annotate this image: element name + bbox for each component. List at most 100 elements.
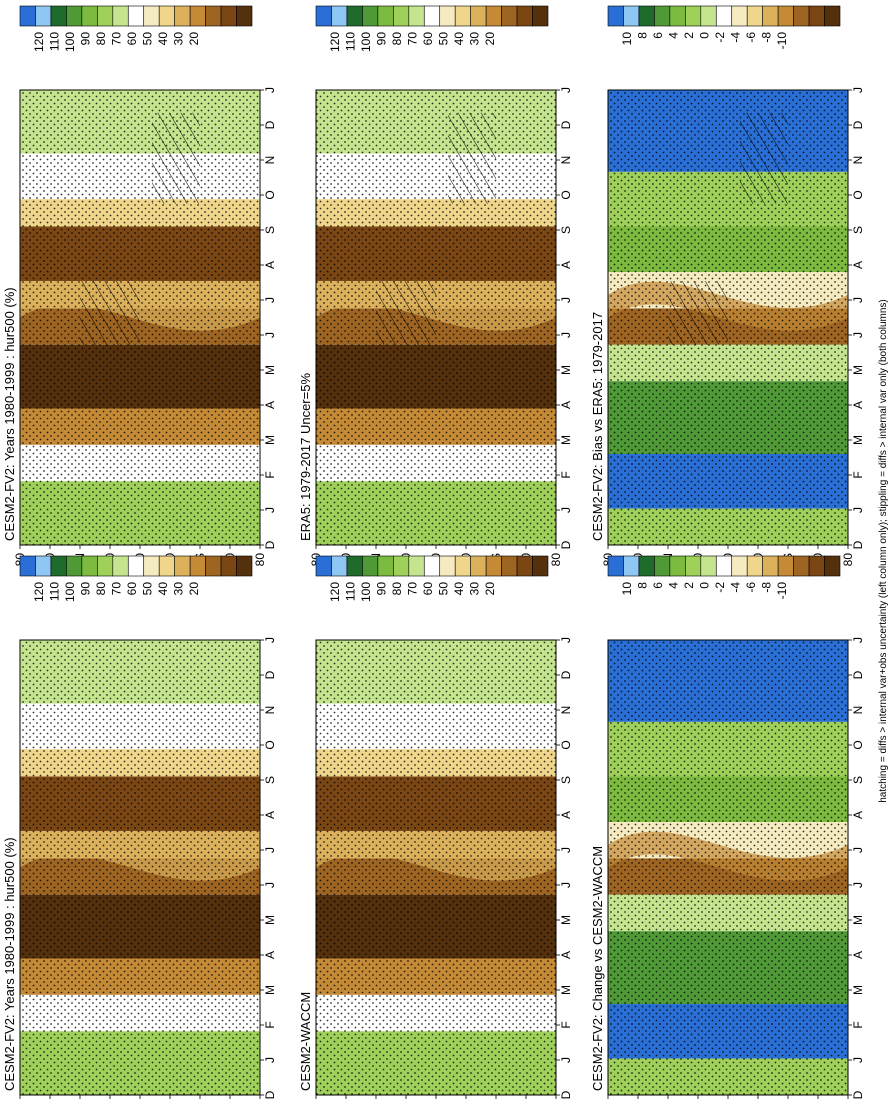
month-tick-label: F — [851, 471, 865, 478]
colorbar-tick-label: 70 — [110, 32, 124, 46]
colorbar-swatch — [35, 555, 52, 577]
colorbar-swatch — [808, 555, 825, 577]
colorbar-swatch — [623, 5, 640, 27]
month-tick-label: J — [559, 332, 573, 338]
colorbar-swatch — [501, 5, 518, 27]
month-tick-label: J — [559, 847, 573, 853]
colorbar-tick-label: -8 — [759, 32, 773, 43]
colorbar-tick-label: -8 — [759, 582, 773, 593]
colorbar-tick-label: 80 — [94, 32, 108, 46]
colorbar-swatch — [762, 555, 779, 577]
month-tick-label: N — [263, 156, 277, 165]
colorbar-swatch — [654, 5, 671, 27]
colorbar-swatch — [731, 5, 748, 27]
colorbar-swatch — [112, 5, 129, 27]
colorbar-swatch — [485, 5, 502, 27]
month-tick-label: A — [851, 811, 865, 819]
colorbar-swatch — [66, 555, 83, 577]
colorbar-swatch — [485, 555, 502, 577]
colorbar-tick-label: 6 — [651, 582, 665, 589]
month-tick-label: M — [559, 915, 573, 925]
colorbar-tick-label: 4 — [667, 582, 681, 589]
colorbar-tick-label: 30 — [467, 32, 481, 46]
colorbar-swatch — [824, 555, 841, 577]
colorbar-tick-label: -2 — [713, 582, 727, 593]
colorbar-swatch — [746, 555, 763, 577]
colorbar-swatch — [377, 5, 394, 27]
month-tick-label: J — [263, 297, 277, 303]
colorbar-swatch — [66, 5, 83, 27]
month-tick-label: J — [263, 882, 277, 888]
colorbar-swatch — [393, 5, 410, 27]
colorbar-tick-label: 90 — [375, 32, 389, 46]
colorbar-tick-label: 120 — [328, 32, 342, 52]
month-tick-label: S — [263, 776, 277, 784]
colorbar-swatch — [220, 555, 237, 577]
heatmap-field — [20, 640, 260, 1095]
colorbar-tick-label: 30 — [171, 32, 185, 46]
month-tick-label: M — [263, 435, 277, 445]
colorbar-tick-label: 40 — [452, 582, 466, 596]
colorbar-swatch — [362, 5, 379, 27]
colorbar-tick-label: 120 — [32, 32, 46, 52]
month-tick-label: M — [263, 985, 277, 995]
month-tick-label: J — [263, 1057, 277, 1063]
month-tick-label: M — [851, 985, 865, 995]
colorbar-swatch — [19, 5, 36, 27]
month-tick-label: D — [851, 1090, 865, 1099]
colorbar-tick-label: 2 — [682, 582, 696, 589]
colorbar-tick-label: 50 — [436, 582, 450, 596]
colorbar-swatch — [112, 555, 129, 577]
month-tick-label: N — [851, 706, 865, 715]
colorbar-swatch — [793, 555, 810, 577]
colorbar-swatch — [700, 555, 717, 577]
colorbar-swatch — [607, 555, 624, 577]
colorbar-tick-label: 70 — [406, 32, 420, 46]
heatmap-field — [608, 90, 848, 545]
hatching-overlay — [740, 112, 788, 204]
colorbar-swatch — [189, 5, 206, 27]
month-tick-label: D — [559, 1090, 573, 1099]
lat-tick-label: 80 — [549, 553, 563, 567]
colorbar-tick-label: 50 — [140, 32, 154, 46]
month-tick-label: O — [559, 740, 573, 749]
colorbar-swatch — [685, 5, 702, 27]
hatching-overlay — [80, 281, 140, 345]
colorbar-swatch — [205, 5, 222, 27]
colorbar-tick-label: -10 — [775, 582, 789, 600]
colorbar-tick-label: 0 — [698, 32, 712, 39]
colorbar-tick-label: 70 — [110, 582, 124, 596]
panel-title: CESM2-FV2: Bias vs ERA5: 1979-2017 — [590, 312, 605, 541]
colorbar-tick-label: 2 — [682, 32, 696, 39]
month-tick-label: M — [559, 365, 573, 375]
panel-p6: 1086420-2-4-6-8-10DJFMAMJJASONDJ8060°N20… — [590, 555, 865, 1099]
colorbar-swatch — [516, 5, 533, 27]
colorbar-swatch — [623, 555, 640, 577]
colorbar-tick-label: -4 — [728, 582, 742, 593]
colorbar-swatch — [205, 555, 222, 577]
month-tick-label: F — [851, 1021, 865, 1028]
colorbar-swatch — [669, 5, 686, 27]
month-tick-label: D — [263, 540, 277, 549]
colorbar-swatch — [315, 555, 332, 577]
colorbar-swatch — [331, 555, 348, 577]
colorbar-tick-label: 90 — [79, 582, 93, 596]
colorbar-swatch — [808, 5, 825, 27]
colorbar-swatch — [143, 5, 160, 27]
hatching-overlay — [448, 112, 496, 204]
colorbar-swatch — [331, 5, 348, 27]
month-tick-label: F — [263, 1021, 277, 1028]
month-tick-label: M — [851, 435, 865, 445]
month-tick-label: J — [851, 847, 865, 853]
colorbar-swatch — [50, 555, 67, 577]
colorbar-tick-label: 110 — [48, 32, 62, 51]
month-tick-label: M — [263, 365, 277, 375]
colorbar-tick-label: -10 — [775, 32, 789, 50]
heatmap-field — [608, 640, 848, 1095]
month-tick-label: J — [559, 507, 573, 513]
month-tick-label: O — [559, 190, 573, 199]
heatmap-field — [316, 640, 556, 1095]
colorbar-swatch — [97, 5, 114, 27]
colorbar-swatch — [454, 5, 471, 27]
